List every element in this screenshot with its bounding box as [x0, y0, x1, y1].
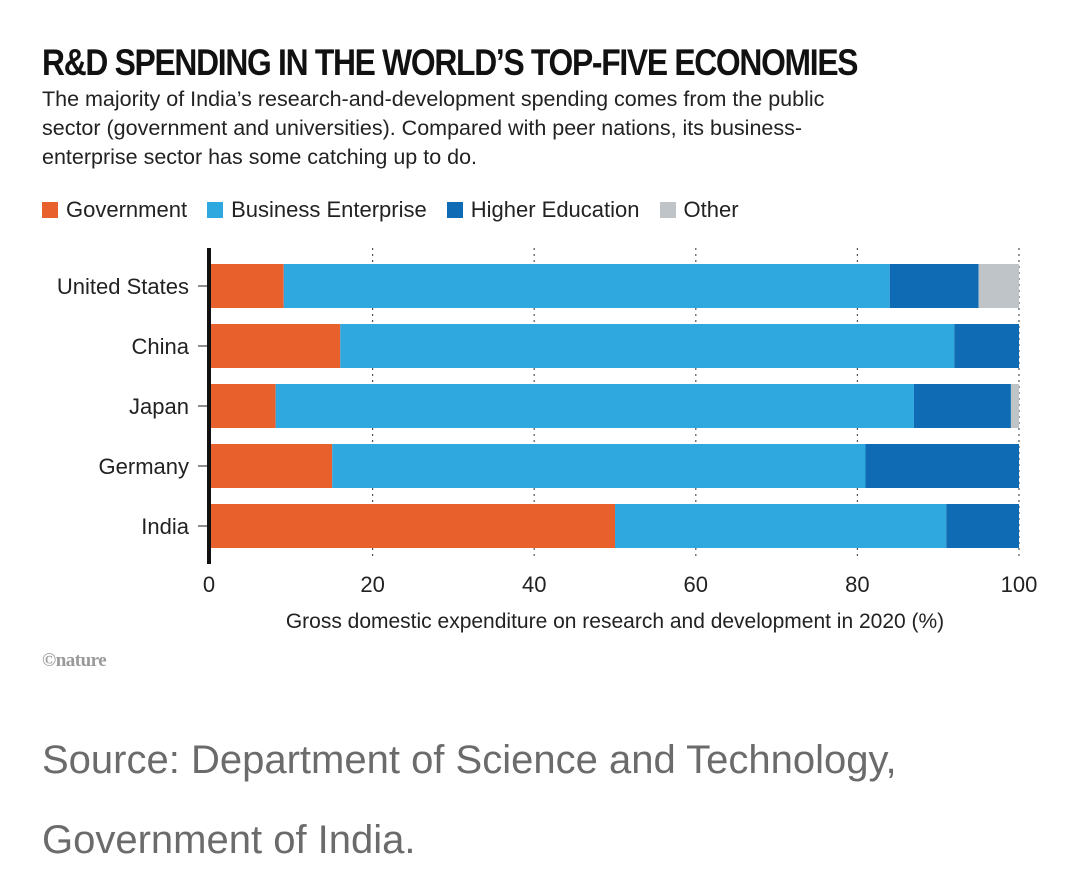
x-tick-label: 40	[522, 572, 546, 597]
x-axis-label: Gross domestic expenditure on research a…	[286, 610, 944, 633]
category-label: China	[132, 334, 190, 359]
legend-item-other: Other	[659, 197, 739, 223]
bar-other-japan	[1010, 384, 1019, 428]
bar-business-enterprise-japan	[275, 384, 914, 428]
legend-item-business-enterprise: Business Enterprise	[207, 197, 427, 223]
bar-higher-education-india	[946, 504, 1019, 548]
bar-government-india	[211, 504, 615, 548]
legend-label: Business Enterprise	[231, 197, 427, 222]
legend-label: Other	[683, 197, 739, 222]
legend-swatch	[207, 202, 224, 218]
x-tick-label: 80	[845, 572, 869, 597]
legend: Government Business Enterprise Higher Educ…	[42, 196, 759, 224]
bar-government-china	[211, 324, 341, 368]
x-tick-label: 100	[1001, 572, 1038, 597]
x-tick-label: 60	[684, 572, 708, 597]
bar-business-enterprise-germany	[332, 444, 866, 488]
legend-label: Government	[66, 197, 188, 222]
x-tick-label: 20	[360, 572, 384, 597]
bar-government-united-states	[211, 264, 284, 308]
x-tick-label: 0	[203, 572, 215, 597]
legend-swatch	[446, 202, 463, 218]
bar-business-enterprise-india	[615, 504, 947, 548]
legend-label: Higher Education	[470, 197, 640, 222]
bar-higher-education-china	[954, 324, 1019, 368]
legend-item-government: Government	[42, 197, 187, 223]
stacked-bar-chart: United States China Japan Germany India 0 20 40…	[57, 248, 1038, 633]
legend-swatch	[42, 202, 58, 218]
bar-higher-education-germany	[865, 444, 1019, 488]
nature-logo: ©nature	[42, 650, 107, 671]
category-label: Japan	[129, 394, 189, 419]
category-label: Germany	[99, 454, 189, 479]
category-label: United States	[57, 274, 189, 299]
legend-swatch	[659, 202, 676, 218]
bar-government-japan	[211, 384, 276, 428]
bar-higher-education-united-states	[889, 264, 979, 308]
chart-title: R&D SPENDING IN THE WORLD’S TOP-FIVE ECO…	[42, 42, 858, 83]
bar-higher-education-japan	[913, 384, 1011, 428]
category-label: India	[141, 514, 189, 539]
bar-other-united-states	[978, 264, 1019, 308]
source-caption: Source: Department of Science and Techno…	[42, 738, 897, 862]
legend-item-higher-education: Higher Education	[446, 197, 640, 223]
bar-business-enterprise-united-states	[283, 264, 890, 308]
bar-government-germany	[211, 444, 333, 488]
bar-business-enterprise-china	[340, 324, 955, 368]
chart-subtitle: The majority of India’s research-and-dev…	[42, 87, 825, 169]
